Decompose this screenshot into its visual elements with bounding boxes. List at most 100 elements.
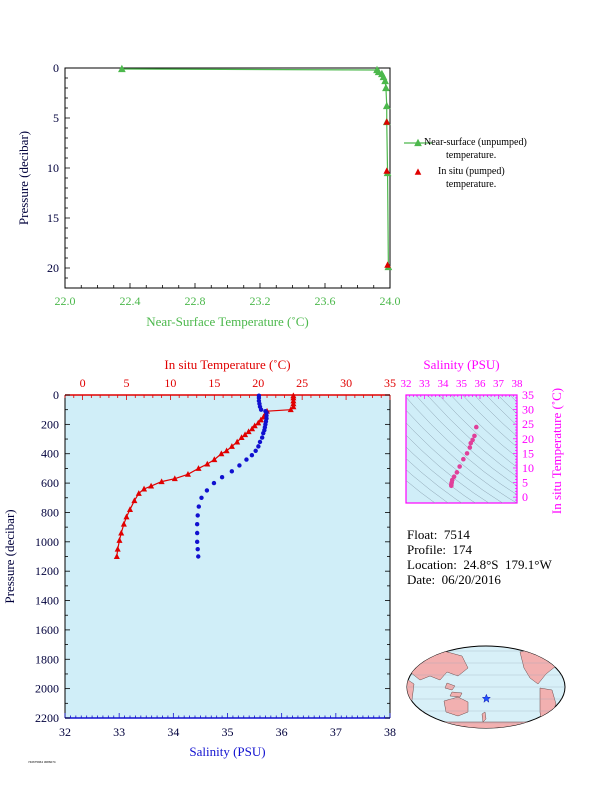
world-map (406, 645, 566, 729)
legend-insitu-marker (414, 168, 422, 175)
temperature-point (245, 428, 252, 435)
top-tick-label: 35 (384, 376, 396, 390)
ts-y-tick-label: 35 (522, 388, 534, 402)
temperature-point (141, 485, 148, 492)
near-surface-point (381, 76, 389, 85)
ts-point (472, 433, 477, 439)
legend-near-surface-line2: temperature. (446, 150, 497, 161)
salinity-point (211, 480, 217, 486)
temperature-point (116, 537, 123, 543)
ts-point (464, 451, 470, 456)
salinity-point (257, 439, 263, 445)
australia-landmass (443, 696, 469, 717)
salinity-point (194, 522, 200, 527)
float-value: 7514 (443, 527, 470, 542)
float-location-star-icon (481, 693, 491, 703)
y-tick-label: 15 (47, 211, 59, 225)
temperature-point (287, 406, 294, 413)
insitu-point (383, 118, 391, 125)
isopycnal-line (406, 434, 490, 503)
temperature-point (249, 425, 256, 432)
top-tick-label: 30 (340, 376, 352, 390)
x-tick-label: 22.8 (185, 294, 206, 308)
salinity-point (194, 539, 200, 545)
salinity-point (204, 488, 210, 493)
ts-x-tick-label: 36 (475, 378, 487, 390)
temperature-point (242, 431, 249, 438)
top-tick-label: 20 (252, 376, 264, 390)
temperature-point (251, 422, 258, 429)
ts-diagram: 32 33 34 35 36 37 38 Salinity (PSU) 051015202530… (401, 357, 565, 514)
isopycnal-line (406, 409, 517, 503)
profile-background (65, 395, 390, 718)
y-tick-label: 1400 (35, 594, 59, 608)
ts-x-tick-label: 37 (493, 378, 505, 390)
temperature-point (218, 450, 225, 457)
near-surface-point (382, 83, 390, 92)
temperature-point (204, 460, 211, 467)
isopycnal-line (406, 446, 476, 503)
salinity-point (195, 513, 200, 518)
x-tick-label: 24.0 (380, 294, 401, 308)
top-tick-label: 5 (123, 376, 129, 390)
isopycnal-line (415, 395, 517, 487)
ts-x-tick-label: 35 (456, 378, 468, 390)
x-tick-label: 23.6 (315, 294, 336, 308)
profile-value: 174 (452, 542, 473, 557)
ts-y-tick-label: 10 (522, 461, 534, 475)
bottom-tick-label: 37 (330, 725, 342, 739)
insitu-point (383, 167, 391, 174)
y-tick-label: 600 (41, 476, 59, 490)
ts-y-axis-label: In situ Temperature (˚C) (549, 388, 564, 514)
temperature-point (257, 416, 264, 423)
ts-point (467, 445, 473, 450)
temperature-point (148, 482, 155, 489)
temperature-point (171, 475, 178, 482)
bottom-tick-label: 35 (222, 725, 234, 739)
salinity-point (219, 475, 225, 480)
temperature-point (113, 553, 120, 559)
ts-y-tick-label: 5 (522, 476, 528, 490)
isopycnals (406, 395, 517, 503)
salinity-point (244, 457, 249, 462)
ts-point (474, 424, 479, 430)
y-tick-label: 20 (47, 261, 59, 275)
temperature-point (228, 443, 235, 449)
y-axis-label: Pressure (decibar) (16, 131, 31, 225)
float-label: Float: (407, 527, 438, 542)
ts-x-tick-label: 38 (512, 378, 524, 390)
legend-near-surface-marker (414, 138, 422, 147)
isopycnal-line (406, 422, 504, 503)
near-surface-chart: 0 5 10 15 20 22.0 22.4 22.8 23.2 23.6 24.0 Near-Sur… (16, 61, 432, 329)
temperature-point (114, 545, 121, 552)
location-label: Location: (407, 557, 457, 572)
footer-id: 740675964 3086074 (28, 760, 56, 764)
ts-y-tick-label: 20 (522, 432, 534, 446)
ts-point (454, 470, 460, 475)
x-tick-label: 23.2 (250, 294, 271, 308)
x-axis-label: Near-Surface Temperature (˚C) (146, 314, 308, 329)
float-info-block: Float: 7514 Profile: 174 Location: 24.8°… (407, 527, 552, 587)
temperature-point (120, 520, 127, 527)
bottom-tick-label: 32 (59, 725, 71, 739)
salinity-point (194, 530, 200, 536)
ts-frame (405, 394, 518, 504)
isopycnal-line (406, 458, 463, 503)
isopycnal-line (450, 395, 517, 458)
y-tick-label: 1000 (35, 535, 59, 549)
date-row: Date: 06/20/2016 (407, 572, 552, 587)
date-value: 06/20/2016 (441, 572, 501, 587)
isopycnal-line (462, 395, 517, 448)
location-value: 24.8°S 179.1°W (463, 557, 552, 572)
antarctica-landmass (419, 721, 553, 728)
y-tick-label: 0 (53, 61, 59, 75)
temperature-point (126, 506, 134, 512)
new-zealand-landmass (481, 711, 487, 723)
salinity-point (253, 448, 258, 453)
near-surface-frame (64, 67, 391, 289)
y-tick-label: 1200 (35, 564, 59, 578)
salinity-point (237, 463, 242, 468)
profile-chart: 0 5 10 15 20 25 30 35 In situ Temperature (˚C) 32… (2, 357, 396, 759)
salinity-point (229, 469, 235, 474)
